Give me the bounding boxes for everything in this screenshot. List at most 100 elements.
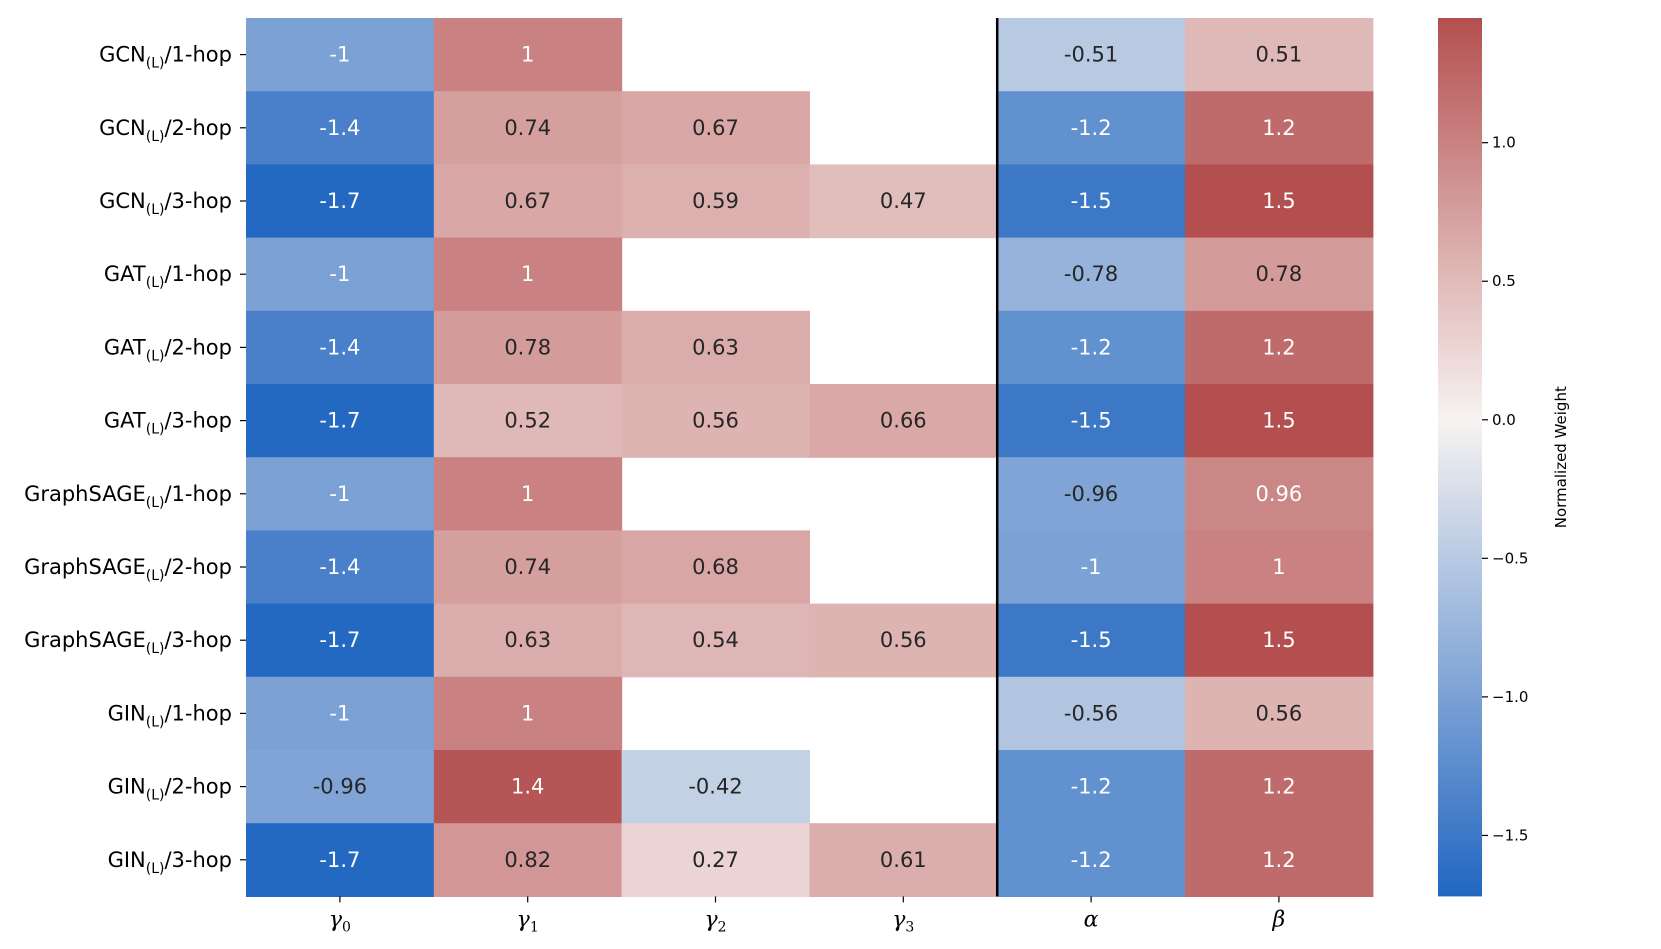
heatmap-cell [1185, 750, 1374, 824]
heatmap-cell [433, 237, 623, 312]
row-label: GCN(L)/2-hop [99, 116, 232, 145]
row-labels: GCN(L)/1-hop GCN(L)/2-hop GCN(L)/3-hop GAT(… [24, 43, 246, 877]
cell-value-label: 1 [521, 701, 534, 725]
cell-value-label: 1 [521, 262, 534, 286]
heatmap-cell [246, 530, 435, 605]
heatmap-cell [433, 384, 623, 458]
heatmap-cell [997, 823, 1186, 897]
cell-value-label: 1.2 [1262, 116, 1295, 140]
cell-value-label: 0.78 [504, 335, 551, 359]
heatmap-cell [621, 310, 810, 385]
colorbar: 1.0 0.5 0.0 −0.5 −1.0 −1.5 Normalized Weight [1438, 18, 1570, 897]
heatmap-cell [1185, 164, 1374, 239]
cell-value-label: -0.96 [313, 775, 367, 799]
cell-value-label: -1.7 [319, 189, 360, 213]
heatmap-cell [997, 603, 1186, 678]
cell-value-label: -0.78 [1064, 262, 1118, 286]
row-label: GraphSAGE(L)/3-hop [24, 628, 232, 657]
cell-value-label: 1.2 [1262, 335, 1295, 359]
column-labels: γ0 γ1 γ2 γ3 α β [329, 896, 1285, 935]
heatmap-cell [997, 91, 1186, 165]
cell-value-label: 0.96 [1256, 482, 1303, 506]
colorbar-ticks: 1.0 0.5 0.0 −0.5 −1.0 −1.5 [1482, 134, 1528, 844]
heatmap-cell [246, 384, 435, 458]
heatmap-cell [621, 823, 810, 897]
cell-value-label: 1.2 [1262, 848, 1295, 872]
heatmap-cell [809, 384, 998, 458]
cell-value-label: -1.2 [1071, 335, 1112, 359]
heatmap-cell [1185, 384, 1374, 458]
row-label: GIN(L)/3-hop [108, 848, 232, 877]
heatmap-cell [433, 530, 623, 605]
cell-value-label: 0.82 [504, 848, 551, 872]
heatmap-cell [621, 603, 810, 678]
cell-value-label: 0.74 [504, 555, 551, 579]
heatmap-cell [433, 91, 623, 165]
heatmap-cell [621, 530, 810, 605]
cell-value-label: -0.51 [1064, 43, 1118, 67]
column-label: γ2 [704, 907, 726, 935]
heatmap-cell-labels: -1 1 -0.51 0.51 -1.4 0.74 0.67 -1.2 1.2 -1.7 0.67 0… [313, 43, 1303, 872]
heatmap-cell [433, 457, 623, 531]
cell-value-label: 0.63 [504, 628, 551, 652]
heatmap-cell [433, 676, 623, 751]
cell-value-label: -1.5 [1071, 628, 1112, 652]
cell-value-label: -1 [329, 482, 350, 506]
row-label: GAT(L)/1-hop [104, 262, 232, 291]
cell-value-label: 1.5 [1262, 189, 1295, 213]
cell-value-label: 0.56 [1256, 701, 1303, 725]
heatmap-cell [997, 164, 1186, 239]
cell-value-label: 0.68 [692, 555, 739, 579]
row-label: GCN(L)/3-hop [99, 189, 232, 218]
cell-value-label: 0.66 [880, 409, 927, 433]
cell-value-label: 1.5 [1262, 628, 1295, 652]
cell-value-label: -1 [329, 43, 350, 67]
heatmap-cell [433, 310, 623, 385]
cell-value-label: 0.67 [692, 116, 739, 140]
colorbar-tick-label: −1.5 [1492, 826, 1528, 844]
cell-value-label: -1.2 [1071, 116, 1112, 140]
heatmap-cell [997, 457, 1186, 531]
heatmap-cell [997, 530, 1186, 605]
heatmap-cell [1185, 237, 1374, 312]
heatmap-cell [246, 164, 435, 239]
cell-value-label: -1.7 [319, 409, 360, 433]
row-label: GAT(L)/2-hop [104, 335, 232, 364]
heatmap-cell [1185, 457, 1374, 531]
heatmap-cell [809, 823, 998, 897]
cell-value-label: -1.4 [319, 555, 360, 579]
heatmap-cell [621, 384, 810, 458]
heatmap-cell [246, 457, 435, 531]
heatmap-cell [246, 237, 435, 312]
heatmap-cell [1185, 91, 1374, 165]
cell-value-label: -1 [329, 262, 350, 286]
heatmap-cell [997, 384, 1186, 458]
colorbar-tick-label: 0.0 [1492, 411, 1516, 429]
heatmap-cell [246, 18, 435, 92]
heatmap-cell [809, 164, 998, 239]
colorbar-title: Normalized Weight [1552, 386, 1570, 528]
cell-value-label: -1.4 [319, 335, 360, 359]
row-label: GAT(L)/3-hop [104, 409, 232, 438]
column-label: γ0 [329, 907, 351, 935]
cell-value-label: -0.42 [688, 775, 742, 799]
heatmap-cell [433, 18, 623, 92]
cell-value-label: -1.5 [1071, 189, 1112, 213]
heatmap-cell [997, 310, 1186, 385]
row-label: GCN(L)/1-hop [99, 43, 232, 72]
cell-value-label: 0.27 [692, 848, 739, 872]
heatmap-cell [246, 676, 435, 751]
cell-value-label: 0.74 [504, 116, 551, 140]
cell-value-label: -1.2 [1071, 848, 1112, 872]
cell-value-label: 0.56 [880, 628, 927, 652]
cell-value-label: -1.5 [1071, 409, 1112, 433]
heatmap-cell [433, 823, 623, 897]
row-label: GraphSAGE(L)/1-hop [24, 482, 232, 511]
heatmap-cell [246, 750, 435, 824]
cell-value-label: -1.4 [319, 116, 360, 140]
cell-value-label: 1.5 [1262, 409, 1295, 433]
heatmap-cell [433, 750, 623, 824]
cell-value-label: 0.56 [692, 409, 739, 433]
heatmap-cell [997, 237, 1186, 312]
